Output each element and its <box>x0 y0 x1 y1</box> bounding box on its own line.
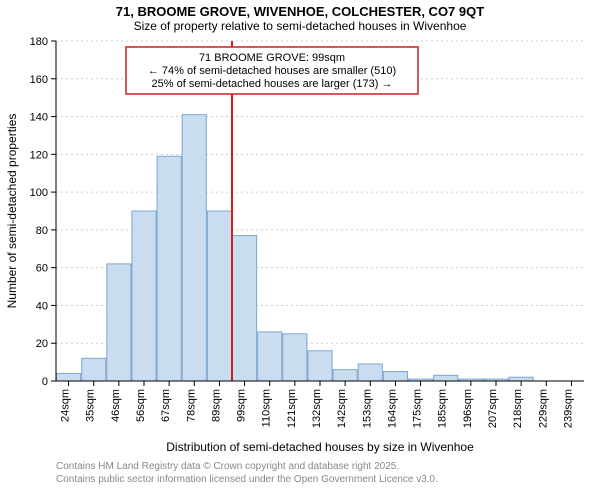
x-tick-label: 175sqm <box>412 389 424 428</box>
footer-line-2: Contains public sector information licen… <box>56 474 600 487</box>
y-tick-label: 60 <box>36 263 48 275</box>
y-tick-label: 140 <box>30 112 48 124</box>
y-tick-label: 160 <box>30 74 48 86</box>
histogram-bar <box>207 211 231 381</box>
y-tick-label: 180 <box>30 36 48 48</box>
histogram-chart: 0 20 40 60 80 100 120 140 160 180 24sqm 35sqm 46sqm 5… <box>0 33 600 461</box>
x-tick-label: 89sqm <box>210 389 222 422</box>
x-tick-label: 24sqm <box>60 389 72 422</box>
x-tick-label: 46sqm <box>110 389 122 422</box>
annotation-line: 71 BROOME GROVE: 99sqm <box>199 52 345 64</box>
histogram-bar <box>333 370 357 381</box>
page-title: 71, BROOME GROVE, WIVENHOE, COLCHESTER, … <box>0 0 600 19</box>
histogram-bar <box>57 373 81 381</box>
histogram-bar <box>82 358 106 381</box>
y-tick-label: 120 <box>30 149 48 161</box>
histogram-bar <box>509 377 533 381</box>
x-tick-label: 99sqm <box>236 389 248 422</box>
x-tick-label: 132sqm <box>311 389 323 428</box>
y-tick-label: 40 <box>36 300 48 312</box>
x-axis-label: Distribution of semi-detached houses by … <box>166 440 474 454</box>
chart-container: 71, BROOME GROVE, WIVENHOE, COLCHESTER, … <box>0 0 600 500</box>
x-tick-label: 164sqm <box>386 389 398 428</box>
x-tick-label: 67sqm <box>160 389 172 422</box>
histogram-bar <box>132 211 156 381</box>
histogram-bar <box>107 264 131 381</box>
x-tick-label: 218sqm <box>512 389 524 428</box>
histogram-bar <box>383 372 407 381</box>
x-tick-label: 56sqm <box>135 389 147 422</box>
x-tick-label: 142sqm <box>336 389 348 428</box>
x-tick-label: 153sqm <box>361 389 373 428</box>
x-tick-label: 110sqm <box>261 389 273 427</box>
y-axis-label: Number of semi-detached properties <box>5 114 19 309</box>
footer-attribution: Contains HM Land Registry data © Crown c… <box>0 461 600 486</box>
x-tick-label: 78sqm <box>185 389 197 422</box>
annotation-line: 25% of semi-detached houses are larger (… <box>152 78 393 90</box>
page-subtitle: Size of property relative to semi-detach… <box>0 19 600 33</box>
histogram-bar <box>233 236 257 381</box>
annotation-line: ← 74% of semi-detached houses are smalle… <box>148 65 396 77</box>
x-tick-label: 185sqm <box>437 389 449 428</box>
histogram-bar <box>434 375 458 381</box>
histogram-bar <box>358 364 382 381</box>
histogram-bar <box>283 334 307 381</box>
x-tick-label: 35sqm <box>85 389 97 422</box>
x-tick-label: 229sqm <box>537 389 549 428</box>
y-tick-label: 100 <box>30 187 48 199</box>
histogram-bar <box>157 156 181 381</box>
y-tick-label: 0 <box>42 376 48 388</box>
histogram-bar <box>258 332 282 381</box>
y-tick-label: 80 <box>36 225 48 237</box>
histogram-bar <box>182 115 206 381</box>
footer-line-1: Contains HM Land Registry data © Crown c… <box>56 461 600 474</box>
x-tick-label: 207sqm <box>487 389 499 428</box>
y-tick-label: 20 <box>36 338 48 350</box>
x-tick-label: 196sqm <box>462 389 474 428</box>
x-tick-label: 239sqm <box>562 389 574 428</box>
x-tick-label: 121sqm <box>286 389 298 428</box>
histogram-bar <box>308 351 332 381</box>
